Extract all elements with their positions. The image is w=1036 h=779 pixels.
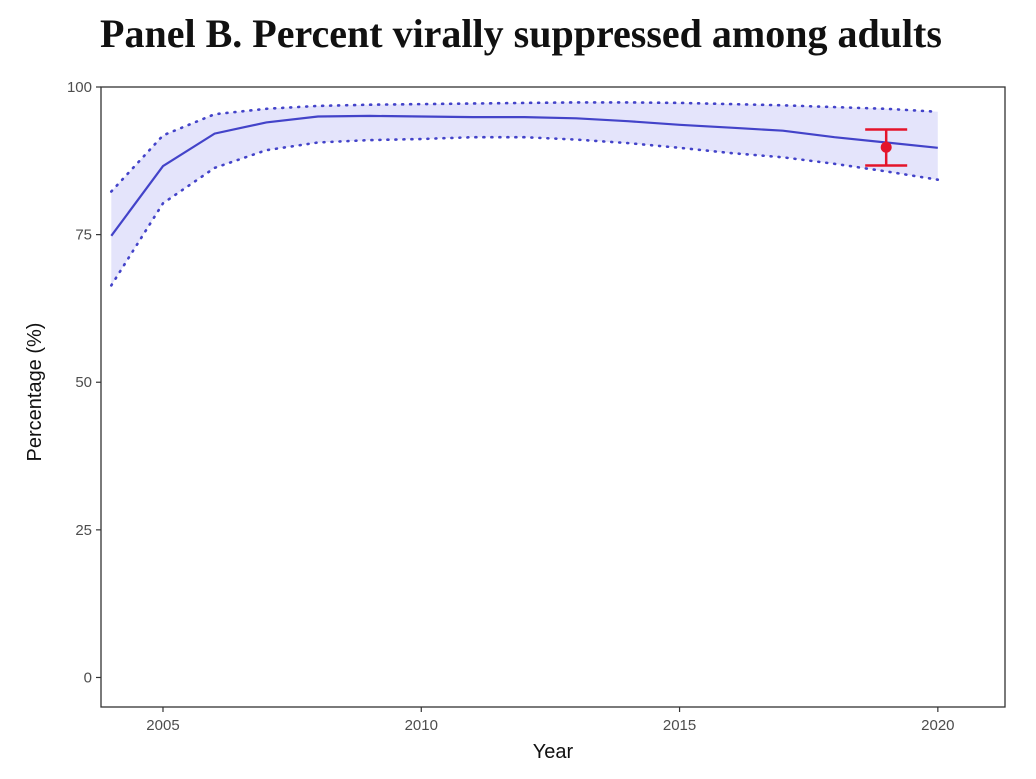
estimate-line [110,114,938,237]
x-tick-label: 2010 [405,717,438,734]
x-axis-title: Year [533,741,574,763]
y-tick-label: 50 [75,374,92,391]
lower-bound-line [110,135,940,287]
x-tick-label: 2005 [146,717,179,734]
chart-title: Panel B. Percent virally suppressed amon… [100,11,942,56]
plot-panel [100,86,1006,708]
observed-estimate [865,128,908,167]
x-axis: 2005 2010 2015 2020 [146,707,955,734]
upper-bound-line [110,101,940,193]
confidence-band [111,102,938,286]
y-tick-label: 75 [75,227,92,244]
y-tick-label: 0 [84,669,92,686]
y-axis-title: Percentage (%) [24,323,46,462]
x-tick-label: 2015 [663,717,696,734]
y-tick-label: 100 [67,79,92,96]
y-tick-label: 25 [75,522,92,539]
observed-point [880,141,892,153]
y-axis: 0 25 50 75 100 [67,79,101,686]
x-tick-label: 2020 [921,717,954,734]
